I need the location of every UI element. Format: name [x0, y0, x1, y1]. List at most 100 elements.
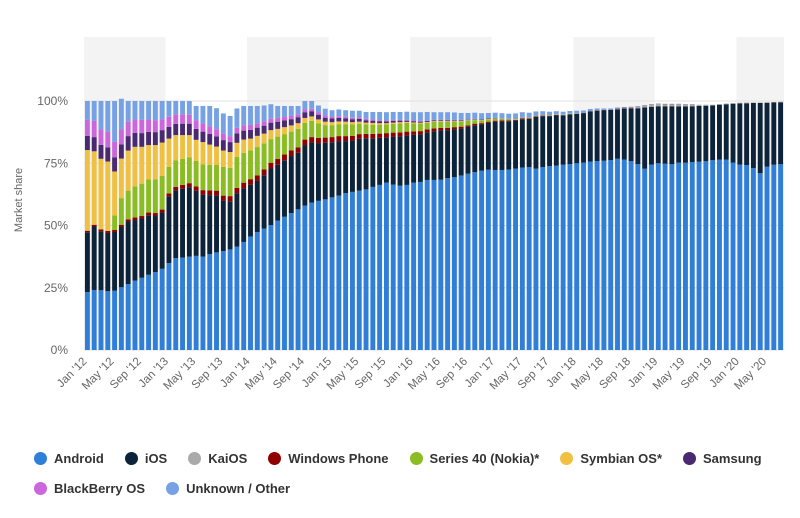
bar-segment-windows-phone — [370, 133, 376, 139]
bar-stack — [261, 105, 267, 350]
bar-segment-ios — [261, 175, 267, 229]
bar-segment-windows-phone — [112, 229, 118, 232]
bar-segment-android — [112, 290, 118, 350]
bar-segment-symbian-os — [370, 122, 376, 125]
bar-segment-unknown-other — [227, 115, 233, 137]
bar-segment-windows-phone — [465, 125, 471, 127]
legend-item-unknown-other[interactable]: Unknown / Other — [166, 481, 290, 496]
bar-segment-series-40-nokia — [424, 122, 430, 130]
bar-segment-kaios — [710, 104, 716, 106]
legend-item-blackberry-os[interactable]: BlackBerry OS — [34, 481, 145, 496]
bar-segment-ios — [472, 125, 478, 173]
bar-segment-symbian-os — [363, 122, 369, 125]
bar-stack — [485, 112, 491, 350]
bar-segment-series-40-nokia — [404, 122, 410, 132]
bar-segment-windows-phone — [118, 224, 124, 227]
legend-item-symbian-os[interactable]: Symbian OS* — [560, 451, 662, 466]
bar-segment-windows-phone — [363, 133, 369, 139]
bar-segment-unknown-other — [519, 112, 525, 118]
legend-item-samsung[interactable]: Samsung — [683, 451, 762, 466]
bar-stack — [288, 105, 294, 350]
legend-item-android[interactable]: Android — [34, 451, 104, 466]
bar-stack — [350, 110, 355, 350]
legend-swatch — [124, 451, 138, 465]
bar-segment-series-40-nokia — [472, 120, 478, 124]
bar-segment-symbian-os — [146, 145, 152, 180]
bar-segment-samsung — [377, 121, 383, 124]
bar-segment-unknown-other — [397, 111, 403, 120]
legend-item-ios[interactable]: iOS — [124, 451, 167, 466]
bar-segment-android — [587, 161, 593, 350]
bar-stack — [519, 112, 525, 350]
bar-segment-series-40-nokia — [336, 124, 342, 137]
bar-segment-android — [411, 182, 417, 350]
bar-segment-ios — [343, 141, 349, 194]
bar-stack — [152, 101, 158, 350]
year-band — [491, 37, 574, 350]
bar-segment-blackberry-os — [288, 115, 294, 120]
bar-segment-kaios — [716, 103, 722, 105]
bar-segment-ios — [567, 114, 573, 164]
bar-segment-windows-phone — [227, 196, 233, 202]
bar-segment-blackberry-os — [220, 133, 226, 141]
y-axis-title-group: Market share — [13, 168, 25, 232]
bar-stack — [737, 102, 743, 350]
bar-segment-ios — [125, 221, 131, 285]
bar-segment-windows-phone — [193, 186, 199, 191]
bar-segment-symbian-os — [84, 150, 90, 231]
bar-segment-android — [377, 184, 383, 350]
bar-stack — [234, 108, 240, 350]
bar-segment-unknown-other — [186, 101, 192, 115]
bar-segment-android — [220, 251, 226, 350]
bar-stack — [771, 101, 777, 350]
bar-stack — [98, 101, 104, 350]
bar-segment-series-40-nokia — [370, 124, 376, 134]
bar-segment-unknown-other — [601, 108, 607, 110]
bar-segment-symbian-os — [350, 122, 355, 125]
bar-segment-series-40-nokia — [458, 121, 464, 127]
bar-segment-symbian-os — [438, 120, 444, 122]
legend-item-windows-phone[interactable]: Windows Phone — [268, 451, 389, 466]
bar-segment-symbian-os — [411, 122, 417, 124]
bar-segment-ios — [608, 109, 614, 161]
bar-segment-ios — [193, 190, 199, 256]
bar-segment-samsung — [105, 147, 111, 162]
legend-item-kaios[interactable]: KaiOS — [188, 451, 247, 466]
bar-segment-samsung — [234, 133, 240, 143]
bar-segment-ios — [499, 121, 505, 170]
bar-segment-android — [594, 161, 600, 350]
bar-segment-ios — [581, 113, 586, 163]
y-tick-label: 100% — [37, 94, 68, 108]
bar-segment-series-40-nokia — [159, 175, 165, 210]
bar-segment-android — [288, 213, 294, 350]
bar-segment-unknown-other — [146, 101, 152, 120]
bar-segment-ios — [186, 187, 192, 257]
bar-segment-android — [227, 249, 233, 350]
bar-segment-blackberry-os — [125, 121, 131, 137]
year-band — [328, 37, 411, 350]
bar-segment-unknown-other — [560, 111, 566, 115]
bar-segment-unknown-other — [282, 105, 287, 117]
bar-segment-android — [506, 169, 512, 350]
bar-segment-series-40-nokia — [214, 164, 219, 191]
bar-segment-unknown-other — [424, 111, 430, 121]
bar-stack — [180, 101, 185, 350]
bar-segment-android — [118, 287, 124, 350]
year-band — [573, 37, 655, 350]
legend-item-series-40-nokia[interactable]: Series 40 (Nokia)* — [409, 451, 539, 466]
bar-segment-samsung — [282, 120, 287, 128]
bar-segment-unknown-other — [309, 101, 315, 109]
bar-segment-symbian-os — [295, 123, 301, 129]
bar-segment-android — [553, 165, 559, 350]
legend-label: Samsung — [703, 450, 762, 466]
bar-segment-samsung — [254, 127, 260, 136]
bar-stack — [383, 112, 389, 350]
bar-segment-android — [540, 166, 546, 350]
bar-segment-unknown-other — [581, 110, 586, 113]
bar-segment-blackberry-os — [193, 120, 199, 129]
bar-segment-series-40-nokia — [180, 158, 185, 185]
bar-segment-windows-phone — [84, 230, 90, 233]
bar-segment-series-40-nokia — [356, 123, 362, 135]
bar-segment-symbian-os — [241, 139, 247, 153]
bar-segment-blackberry-os — [214, 129, 219, 137]
